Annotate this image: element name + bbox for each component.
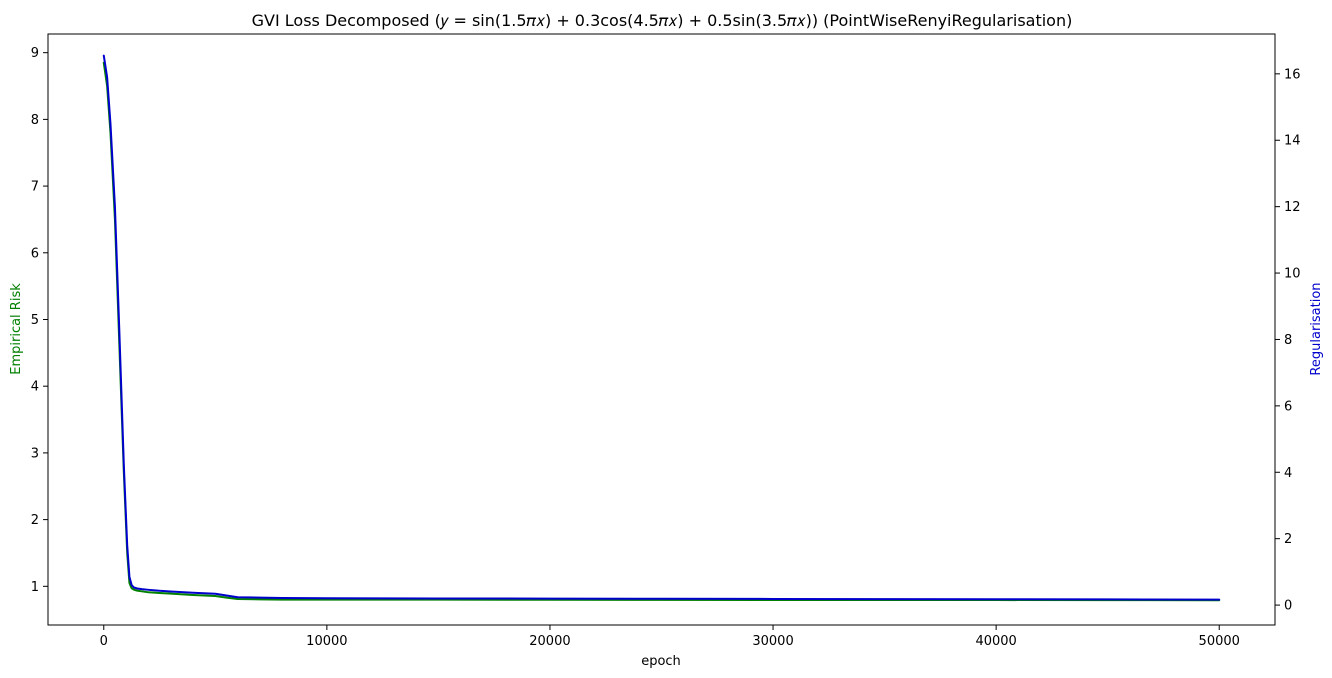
y-axis-right-title: Regularisation: [1309, 282, 1324, 375]
y-left-tick-label: 8: [31, 113, 39, 128]
plot-frame: [47, 33, 1276, 626]
y-axis-right: 0 2 4 6 8 10 12 14 16: [1275, 67, 1301, 614]
y-left-tick-label: 3: [31, 446, 39, 461]
y-left-tick-label: 5: [31, 313, 39, 328]
y-right-tick-label: 12: [1284, 200, 1301, 215]
y-left-tick-label: 1: [31, 580, 39, 595]
plot-area: [47, 33, 1276, 626]
x-tick-label: 0: [100, 634, 108, 649]
y-left-tick-label: 9: [31, 46, 39, 61]
y-left-tick-label: 7: [31, 180, 39, 195]
x-tick-label: 30000: [752, 634, 793, 649]
x-axis-title: epoch: [641, 654, 681, 669]
series-line-regularisation: [102, 54, 1221, 601]
y-axis-left-title: Empirical Risk: [9, 283, 24, 375]
y-right-tick-label: 10: [1284, 267, 1301, 282]
y-right-tick-label: 6: [1284, 399, 1292, 414]
x-tick-label: 20000: [529, 634, 570, 649]
x-axis: 0 10000 20000 30000 40000 50000: [100, 625, 1240, 649]
y-axis-left: 1 2 3 4 5 6 7 8 9: [31, 46, 48, 595]
y-right-tick-label: 4: [1284, 466, 1292, 481]
y-left-tick-label: 6: [31, 246, 39, 261]
y-right-tick-label: 0: [1284, 599, 1292, 614]
x-tick-label: 50000: [1199, 634, 1240, 649]
y-left-tick-label: 2: [31, 513, 39, 528]
chart-title: GVI Loss Decomposed (𝑦 = sin(1.5𝜋𝑥) + 0.…: [252, 11, 1073, 30]
y-right-tick-label: 8: [1284, 333, 1292, 348]
y-right-tick-label: 14: [1284, 134, 1301, 149]
y-left-tick-label: 4: [31, 380, 39, 395]
y-right-tick-label: 16: [1284, 67, 1301, 82]
x-tick-label: 40000: [975, 634, 1016, 649]
series-layer: [102, 54, 1221, 602]
y-right-tick-label: 2: [1284, 532, 1292, 547]
x-tick-label: 10000: [306, 634, 347, 649]
